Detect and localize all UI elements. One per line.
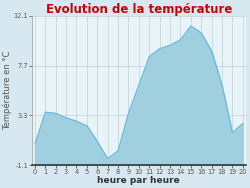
X-axis label: heure par heure: heure par heure [98,176,180,185]
Title: Evolution de la température: Evolution de la température [46,3,232,16]
Y-axis label: Température en °C: Température en °C [3,51,12,130]
